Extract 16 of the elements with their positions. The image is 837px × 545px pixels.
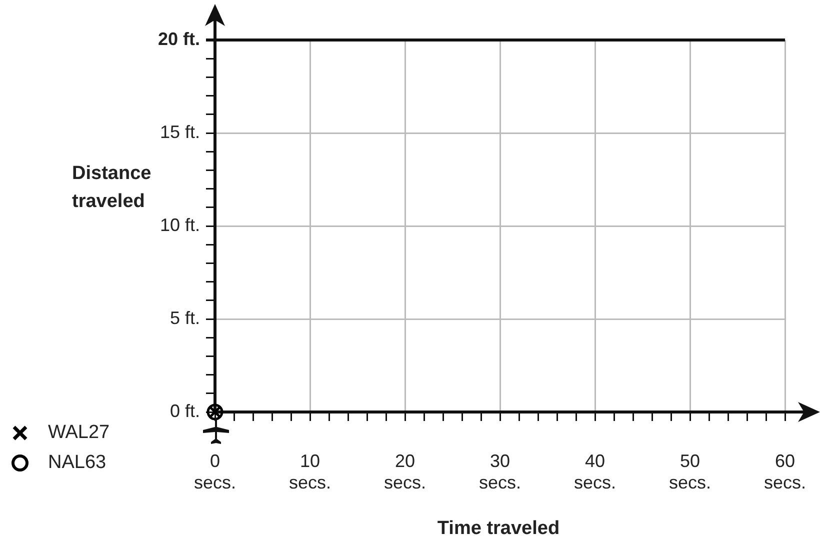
x-tick-label: 10 secs. [288, 450, 332, 492]
y-tick-label: 5 ft. [170, 308, 200, 328]
x-tick-label: 40 secs. [574, 450, 616, 492]
y-tick-label: 15 ft. [160, 122, 200, 142]
y-tick-label: 0 ft. [170, 400, 200, 421]
x-tick-label: 0 secs. [194, 450, 236, 492]
x-tick-label: 50 secs. [668, 450, 712, 492]
x-axis-title: Time traveled [437, 518, 560, 539]
legend-label: WAL27 [48, 422, 110, 444]
y-axis-title: Distance traveled [72, 162, 152, 214]
x-tick-label: 30 secs. [478, 450, 522, 492]
y-tick-label: 20 ft. [158, 28, 200, 49]
x-tick-label: 60 secs. [764, 450, 806, 492]
x-tick-label: 20 secs. [384, 450, 426, 492]
y-tick-label: 10 ft. [160, 214, 200, 235]
legend-label: NAL63 [48, 452, 106, 474]
